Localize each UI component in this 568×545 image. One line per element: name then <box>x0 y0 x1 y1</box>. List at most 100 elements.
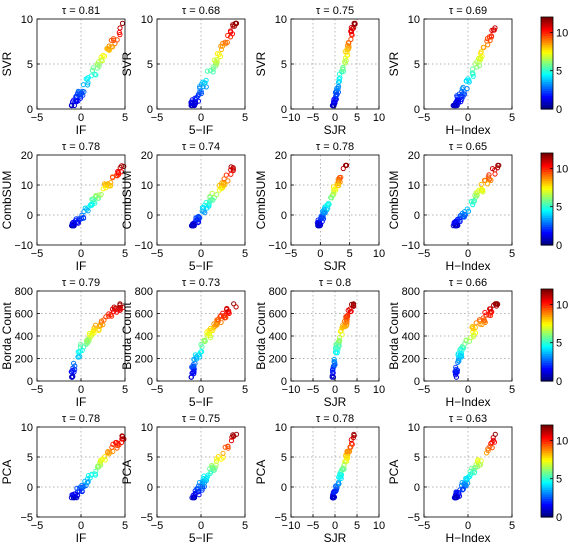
x-tick-label: −5 <box>307 520 320 532</box>
data-point <box>222 444 228 450</box>
subplot-title: τ = 0.78 <box>62 413 100 425</box>
colorbar-swatch <box>541 337 553 341</box>
data-point <box>331 489 337 495</box>
data-point <box>491 302 497 308</box>
y-tick-label: 400 <box>15 331 33 343</box>
colorbar-swatch <box>541 95 553 99</box>
data-point <box>317 221 324 228</box>
x-tick-label: 5 <box>509 384 515 396</box>
data-point <box>331 356 337 363</box>
data-point <box>211 467 217 473</box>
y-axis-label: Borda Count <box>254 302 268 370</box>
colorbar-swatch <box>541 46 553 50</box>
x-tick-label: 10 <box>373 248 385 260</box>
plot-frame <box>290 154 380 246</box>
data-point <box>109 306 116 312</box>
colorbar-swatch <box>541 215 553 218</box>
data-point <box>107 182 113 188</box>
data-point <box>102 454 108 460</box>
data-point <box>478 181 484 188</box>
data-point <box>193 356 200 362</box>
x-tick-label: −10 <box>282 112 301 124</box>
data-point <box>496 162 502 168</box>
colorbar-tick-label: 0 <box>556 240 562 252</box>
data-point <box>228 438 235 444</box>
colorbar-swatch <box>541 436 553 440</box>
y-axis-label: CombSUM <box>387 171 401 230</box>
y-tick-label: 10 <box>275 422 287 434</box>
colorbar-swatch <box>541 176 553 179</box>
data-point <box>119 20 126 26</box>
x-tick-label: 5 <box>122 112 128 124</box>
colorbar-swatch <box>541 97 553 101</box>
data-point <box>198 341 204 348</box>
colorbar-swatch <box>541 459 553 463</box>
data-point <box>460 84 466 90</box>
data-point <box>492 171 498 177</box>
colorbar-swatch <box>541 484 553 488</box>
colorbar-swatch <box>541 222 553 225</box>
data-point <box>488 312 494 318</box>
y-axis-label: CombSUM <box>0 171 14 230</box>
data-point <box>228 167 234 173</box>
y-tick-label: 20 <box>141 150 153 162</box>
subplot-title: τ = 0.81 <box>62 5 100 17</box>
data-point <box>481 317 487 323</box>
data-point <box>470 329 476 335</box>
data-point <box>324 202 330 208</box>
data-point <box>214 322 220 328</box>
x-tick-label: 5 <box>122 520 128 532</box>
data-point <box>103 185 109 191</box>
data-point <box>331 362 338 368</box>
y-tick-label: 800 <box>15 286 33 298</box>
colorbar-swatch <box>541 514 553 518</box>
colorbar-swatch <box>541 67 553 71</box>
data-point <box>91 325 97 331</box>
data-point <box>345 453 351 459</box>
colorbar-swatch <box>541 208 553 212</box>
colorbar-swatch <box>541 69 553 73</box>
data-point <box>477 55 483 62</box>
data-point <box>85 339 91 345</box>
data-point <box>335 182 341 189</box>
data-point <box>119 169 125 175</box>
data-point <box>202 80 208 86</box>
colorbar-tick-label: 10 <box>556 163 568 175</box>
data-point <box>489 166 496 172</box>
x-tick-label: 0 <box>317 248 323 260</box>
colorbar-swatch <box>541 378 553 382</box>
data-point <box>207 470 213 476</box>
colorbar-swatch <box>541 477 553 481</box>
data-point <box>348 444 354 450</box>
subplot-title: τ = 0.63 <box>449 413 487 425</box>
data-point <box>325 205 331 211</box>
colorbar-swatch <box>541 37 553 41</box>
data-point <box>195 486 201 492</box>
data-point <box>491 27 497 33</box>
colorbar-swatch <box>541 182 553 186</box>
colorbar-swatch <box>541 494 553 497</box>
colorbar-swatch <box>541 92 553 96</box>
data-point <box>226 310 232 316</box>
colorbar-swatch <box>541 30 553 34</box>
y-tick-label: 10 <box>275 14 287 26</box>
colorbar-r1: 0 5 10 <box>540 152 568 252</box>
data-point <box>453 366 459 372</box>
y-tick-label: 0 <box>27 482 33 494</box>
colorbar-swatch <box>541 335 553 338</box>
colorbar-tick-label: 0 <box>556 376 562 388</box>
y-tick-label: 0 <box>147 376 153 388</box>
data-point <box>220 313 227 319</box>
x-tick-label: 0 <box>198 520 204 532</box>
colorbar-swatch <box>541 503 553 507</box>
colorbar-swatch <box>541 74 553 78</box>
subplot-title: τ = 0.8 <box>319 277 351 289</box>
data-point <box>475 189 481 195</box>
data-point <box>118 439 125 446</box>
x-tick-label: −5 <box>151 112 164 124</box>
y-tick-label: 5 <box>281 452 287 464</box>
colorbar-swatch <box>541 51 553 55</box>
data-point <box>110 175 116 181</box>
